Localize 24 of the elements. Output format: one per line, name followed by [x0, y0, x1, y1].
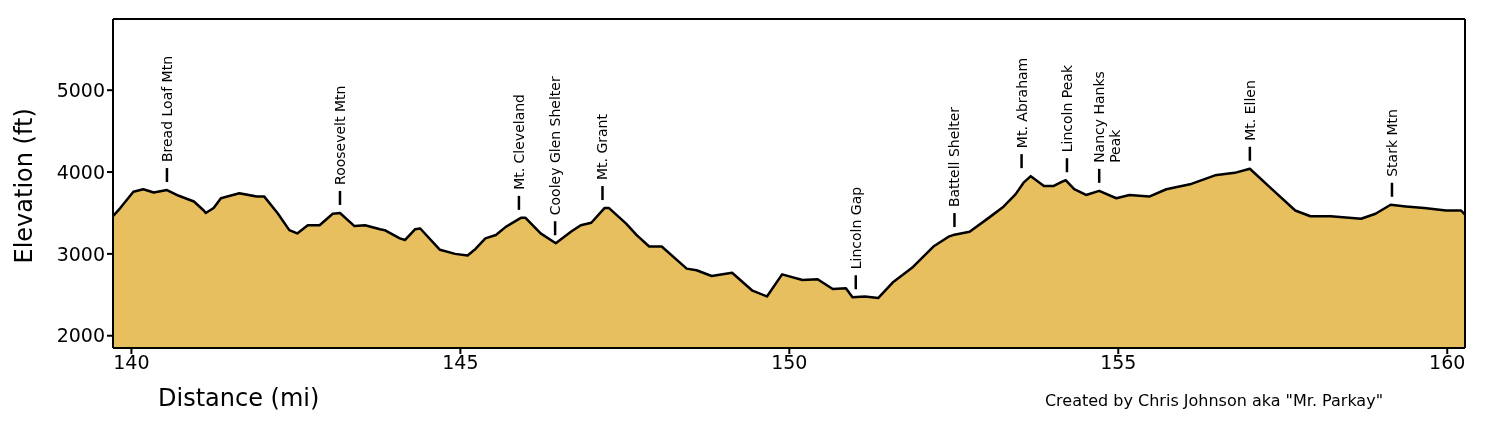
y-tick-label: 2000	[56, 324, 105, 347]
annotation: Battell Shelter	[946, 106, 963, 208]
x-tick-label: 150	[771, 351, 808, 374]
x-tick-label: 155	[1100, 351, 1137, 374]
x-tick-label: 145	[442, 351, 479, 374]
text: Created by Chris Johnson aka "Mr. Parkay"	[1044, 391, 1383, 410]
x-tick-label: 140	[113, 351, 150, 374]
annotation: Stark Mtn	[1383, 109, 1400, 177]
x-axis-title: Distance (mi)	[158, 384, 320, 412]
y-tick-label: 5000	[56, 78, 105, 101]
annotation: Mt. Grant	[594, 113, 611, 181]
x-tick-label: 160	[1429, 351, 1466, 374]
annotation: Bread Loaf Mtn	[158, 55, 175, 163]
annotation: Mt. Ellen	[1241, 80, 1258, 141]
annotation: Lincoln Gap	[847, 186, 864, 270]
y-axis-title: Elevation (ft)	[9, 108, 38, 264]
annotation: Cooley Glen Shelter	[547, 76, 564, 216]
annotation: Nancy Hanks Peak	[1091, 71, 1124, 163]
annotation: Mt. Abraham	[1013, 57, 1030, 149]
annotation: Lincoln Peak	[1058, 64, 1075, 153]
annotation: Roosevelt Mtn	[331, 85, 348, 185]
y-tick-label: 4000	[56, 160, 105, 183]
annotation: Mt. Cleveland	[510, 94, 527, 190]
y-tick-label: 3000	[56, 242, 105, 265]
